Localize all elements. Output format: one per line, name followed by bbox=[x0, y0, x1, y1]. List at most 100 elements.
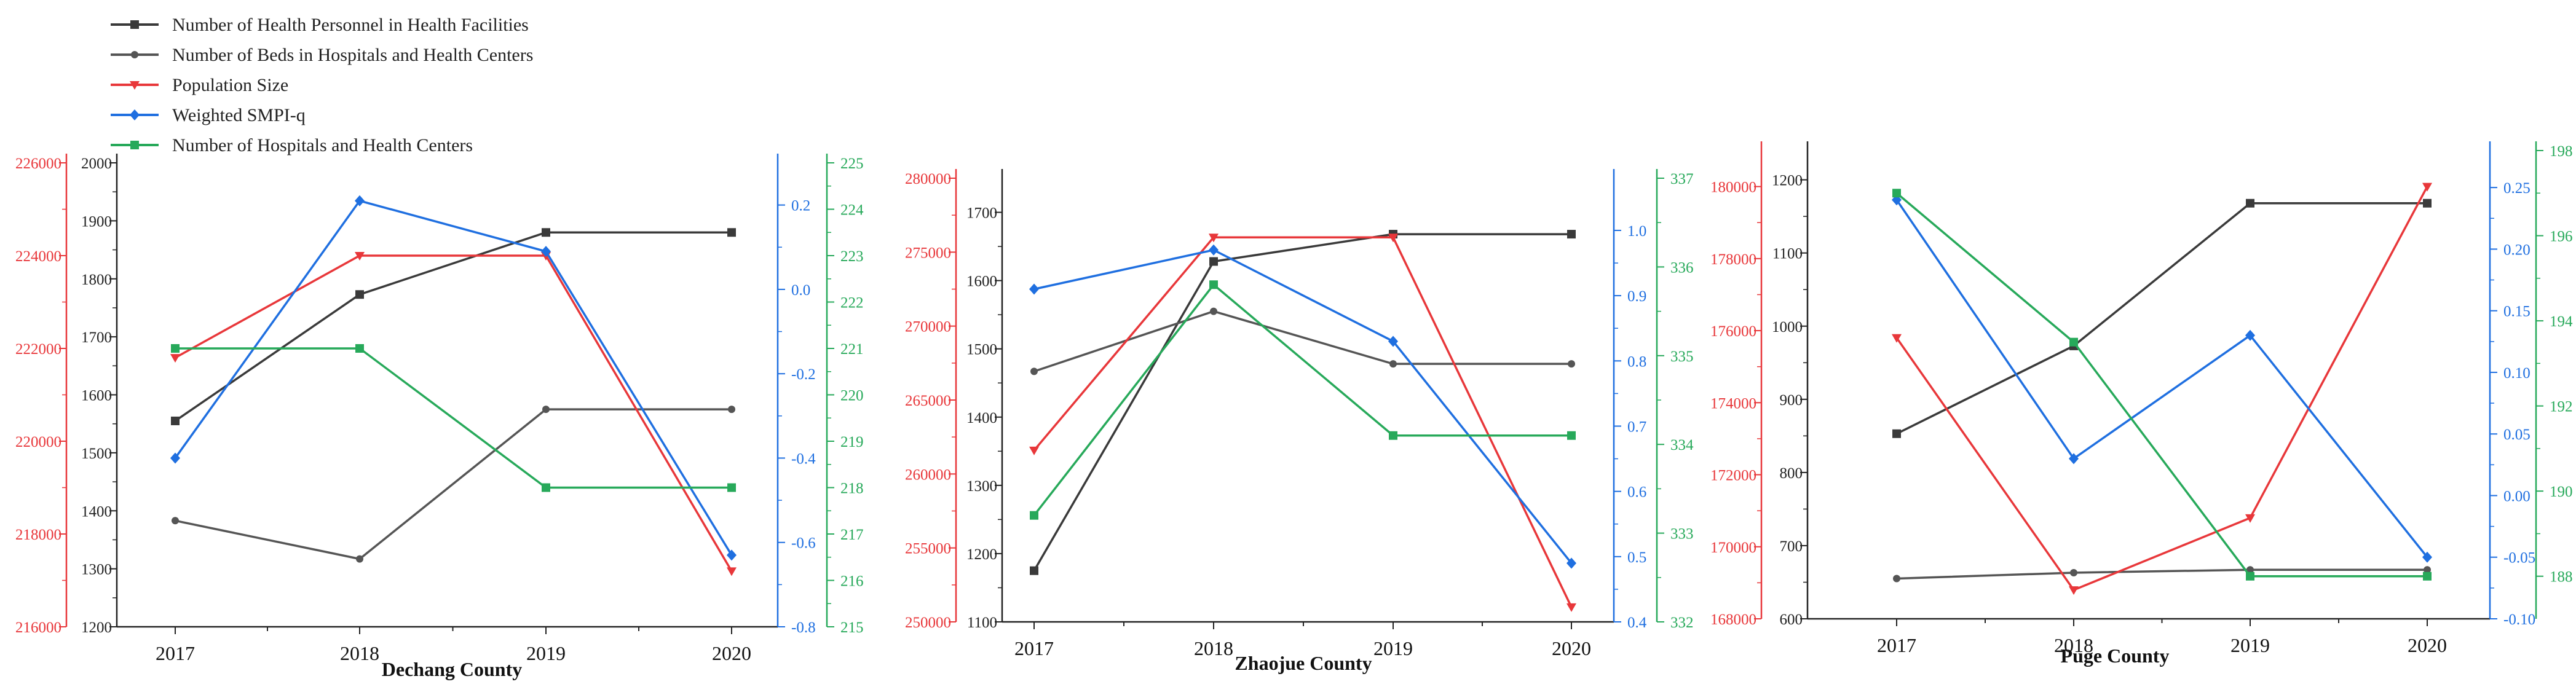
y-axis-hospitals: 215 216 217 218 219 220 221 222 223 224 225 bbox=[826, 154, 864, 636]
y-tick-label: 900 bbox=[1780, 392, 1803, 409]
panel-3: 2017 2018 2019 2020 168000 170000 172000 174000… bbox=[1710, 141, 2573, 667]
data-point bbox=[355, 252, 365, 261]
y-tick-label: 218000 bbox=[15, 527, 61, 543]
data-point bbox=[2424, 566, 2431, 574]
y-tick-label: 198 bbox=[2550, 143, 2573, 160]
y-tick-label: -0.10 bbox=[2503, 611, 2535, 628]
x-tick-label: 2017 bbox=[156, 642, 195, 664]
data-point bbox=[2246, 571, 2254, 581]
y-axis-black: 600 700 800 900 1000 1100 1200 bbox=[1772, 141, 1809, 628]
series-beds bbox=[172, 406, 735, 563]
x-tick-label: 2018 bbox=[1194, 637, 1233, 659]
data-point bbox=[2423, 198, 2432, 208]
series-beds bbox=[1030, 307, 1575, 375]
series-personnel bbox=[171, 228, 736, 425]
data-point bbox=[171, 344, 180, 353]
x-tick-label: 2020 bbox=[712, 642, 751, 664]
y-tick-label: 176000 bbox=[1710, 323, 1756, 340]
y-tick-label: 0.9 bbox=[1627, 288, 1646, 305]
data-point bbox=[1389, 431, 1397, 440]
series-beds bbox=[1893, 566, 2431, 583]
y-tick-label: 1400 bbox=[81, 503, 112, 520]
data-point bbox=[2245, 329, 2255, 341]
data-point bbox=[1567, 230, 1576, 239]
data-point bbox=[355, 290, 364, 299]
data-point bbox=[727, 567, 737, 576]
y-tick-label: 223 bbox=[840, 248, 864, 265]
series-line bbox=[175, 347, 732, 489]
y-tick-label: 220000 bbox=[15, 434, 61, 450]
y-tick-label: 0.20 bbox=[2503, 241, 2531, 258]
x-tick-label: 2017 bbox=[1014, 637, 1054, 659]
y-tick-label: 224 bbox=[840, 202, 864, 219]
data-point bbox=[727, 228, 736, 237]
data-point bbox=[355, 195, 365, 206]
y-tick-label: 172000 bbox=[1710, 468, 1756, 484]
y-tick-label: 216 bbox=[840, 573, 864, 590]
legend-item-beds: Number of Beds in Hospitals and Health C… bbox=[111, 45, 533, 65]
legend-label: Number of Hospitals and Health Centers bbox=[172, 135, 473, 155]
y-tick-label: 270000 bbox=[905, 319, 951, 336]
series-smpi bbox=[170, 195, 737, 561]
data-point bbox=[1568, 360, 1575, 368]
y-tick-label: 334 bbox=[1670, 437, 1694, 454]
legend-item-personnel: Number of Health Personnel in Health Fac… bbox=[111, 15, 529, 35]
data-point bbox=[171, 416, 180, 425]
y-axis-smpi: -0.8 -0.6 -0.4 -0.2 0.0 0.2 bbox=[776, 154, 816, 636]
legend-marker bbox=[130, 109, 140, 120]
y-tick-label: 0.7 bbox=[1627, 418, 1646, 435]
y-axis-hospitals: 188 190 192 194 196 198 bbox=[2535, 141, 2573, 619]
legend-item-hospitals: Number of Hospitals and Health Centers bbox=[111, 135, 473, 155]
y-tick-label: 0.5 bbox=[1627, 549, 1646, 566]
x-tick-label: 2018 bbox=[2054, 634, 2093, 656]
y-tick-label: 0.00 bbox=[2503, 488, 2531, 505]
data-point bbox=[2423, 571, 2432, 581]
y-tick-label: 222000 bbox=[15, 341, 61, 358]
y-tick-label: 275000 bbox=[905, 245, 951, 261]
data-point bbox=[1030, 511, 1038, 520]
y-axis-smpi: 0.4 0.5 0.6 0.7 0.8 0.9 1.0 bbox=[1613, 169, 1647, 631]
x-tick-label: 2018 bbox=[340, 642, 379, 664]
y-tick-label: 220 bbox=[840, 388, 864, 404]
y-tick-label: 600 bbox=[1780, 611, 1803, 628]
y-axis-population: 250000 255000 260000 265000 270000 275000 2800… bbox=[905, 169, 957, 631]
y-tick-label: 0.15 bbox=[2503, 304, 2531, 320]
series-line bbox=[1895, 192, 2427, 578]
y-tick-label: 190 bbox=[2550, 484, 2573, 500]
panel-2: 2017 2018 2019 2020 250000 255000 260000 265000… bbox=[905, 169, 1694, 674]
legend-label: Population Size bbox=[172, 75, 288, 95]
series-line bbox=[1033, 283, 1571, 516]
y-tick-label: 225 bbox=[840, 155, 864, 172]
data-point bbox=[1209, 234, 1219, 243]
y-tick-label: 180000 bbox=[1710, 179, 1756, 196]
legend-marker bbox=[130, 81, 140, 90]
data-point bbox=[1030, 566, 1038, 575]
data-point bbox=[170, 452, 180, 464]
y-tick-label: 188 bbox=[2550, 569, 2573, 586]
series-line bbox=[175, 231, 732, 422]
y-tick-label: 222 bbox=[840, 295, 864, 312]
y-tick-label: 700 bbox=[1780, 538, 1803, 555]
y-axis-population: 168000 170000 172000 174000 176000 178000 1800… bbox=[1710, 141, 1763, 628]
panel-title: Puge County bbox=[2061, 645, 2170, 667]
data-point bbox=[1209, 280, 1218, 289]
data-point bbox=[1567, 557, 1576, 569]
y-tick-label: 218 bbox=[840, 481, 864, 497]
data-point bbox=[542, 483, 550, 492]
data-point bbox=[172, 517, 179, 525]
y-tick-label: 1400 bbox=[966, 410, 997, 426]
y-tick-label: 1200 bbox=[1772, 173, 1803, 189]
y-tick-label: 1900 bbox=[81, 213, 112, 230]
data-point bbox=[1567, 603, 1576, 612]
data-point bbox=[1029, 283, 1039, 295]
y-tick-label: 196 bbox=[2550, 229, 2573, 245]
y-tick-label: 1000 bbox=[1772, 319, 1803, 336]
panels: 2017 2018 2019 2020 216000 218000 220000 222000… bbox=[15, 141, 2573, 680]
data-point bbox=[1892, 189, 1901, 198]
data-point bbox=[1893, 575, 1900, 583]
data-point bbox=[355, 344, 364, 353]
data-point bbox=[1892, 429, 1901, 438]
series-line bbox=[1033, 310, 1571, 373]
y-tick-label: -0.6 bbox=[791, 535, 816, 552]
